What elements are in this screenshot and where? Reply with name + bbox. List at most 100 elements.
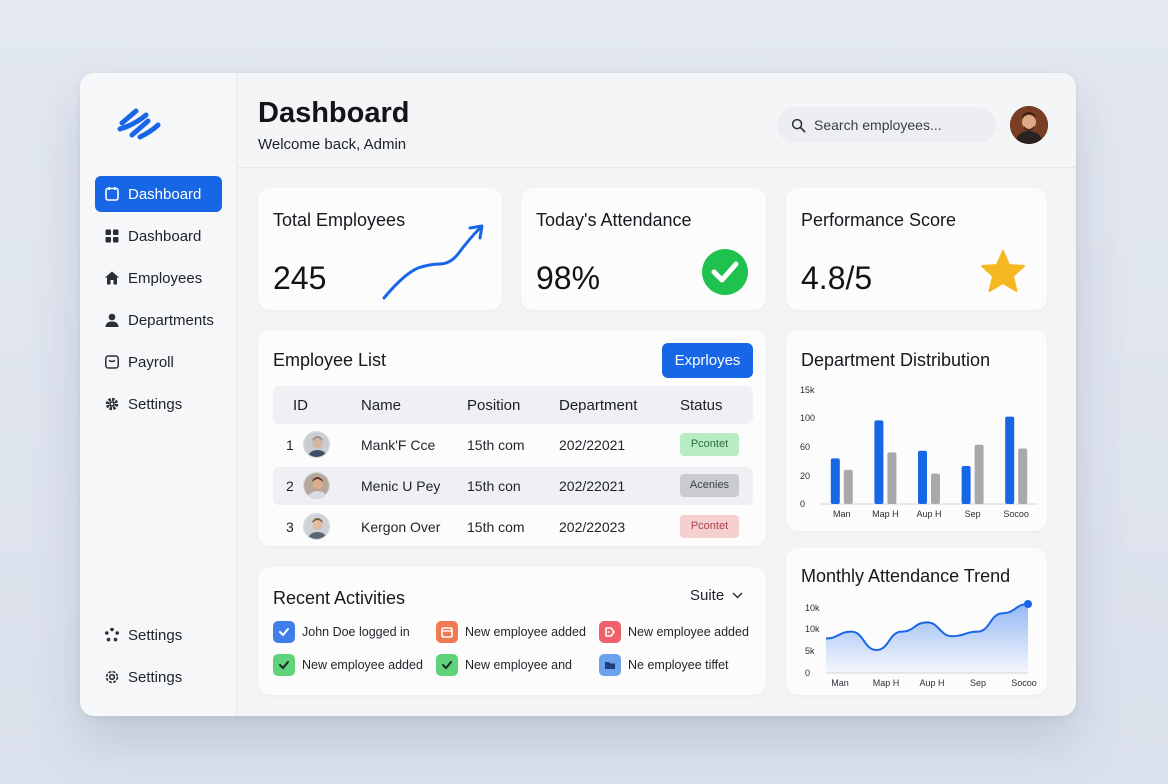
- y-tick-label: 10k: [805, 603, 820, 613]
- x-tick-label: Aup H: [919, 678, 944, 688]
- y-tick-label: 60: [800, 442, 810, 452]
- x-tick-label: Aup H: [916, 509, 941, 519]
- data-point[interactable]: [1024, 600, 1032, 608]
- employee-list-title: Employee List: [273, 350, 387, 370]
- employee-list-card: Employee List Exprloyes ID Name Position…: [258, 330, 766, 546]
- activity-item[interactable]: John Doe logged in: [273, 621, 410, 643]
- table-row[interactable]: 1 Mank'F Cce 15th com 202/22021 Pcontet: [273, 426, 753, 464]
- table-row[interactable]: 3 Kergon Over 15th com 202/22023 Pcontet: [273, 508, 753, 546]
- sidebar-item-payroll[interactable]: Payroll: [95, 344, 222, 380]
- activities-title: Recent Activities: [273, 588, 406, 608]
- sidebar-item-label: Departments: [128, 311, 214, 329]
- bar[interactable]: [887, 452, 897, 504]
- activity-item[interactable]: Ne employee tiffet: [599, 654, 729, 676]
- page-subtitle: Welcome back, Admin: [258, 136, 407, 153]
- sidebar-item-dashboard[interactable]: Dashboard: [95, 176, 222, 212]
- avatar-photo-icon: [1010, 106, 1048, 144]
- activity-text: New employee added: [465, 625, 586, 639]
- bar[interactable]: [1018, 448, 1028, 504]
- sidebar: Dashboard Dashboard Employees Department…: [80, 73, 237, 716]
- sidebar-item-label: Settings: [128, 626, 183, 644]
- recent-activities-card: Recent Activities Suite John Doe logged …: [258, 567, 766, 695]
- sidebar-item-dashboard-2[interactable]: Dashboard: [95, 218, 222, 254]
- cog-dots-icon: [104, 627, 120, 643]
- x-tick-label: Man: [833, 509, 851, 519]
- table-row[interactable]: 2 Menic U Pey 15th con 202/22021 Acenies: [273, 467, 753, 505]
- user-avatar[interactable]: [1010, 106, 1048, 144]
- column-header-name[interactable]: Name: [361, 397, 402, 414]
- activity-item[interactable]: New employee and: [436, 654, 572, 676]
- trend-line[interactable]: [825, 603, 1029, 652]
- column-header-department[interactable]: Department: [559, 397, 638, 414]
- app-window: Dashboard Dashboard Employees Department…: [80, 73, 1076, 716]
- stat-title: Performance Score: [801, 210, 957, 230]
- bar[interactable]: [931, 473, 940, 504]
- stat-title: Today's Attendance: [536, 210, 692, 230]
- checkbox-icon: [273, 621, 295, 643]
- check-circle-icon: [702, 249, 748, 295]
- sidebar-item-settings[interactable]: Settings: [95, 386, 222, 422]
- table-header: ID Name Position Department Status: [273, 386, 753, 424]
- sidebar-item-employees[interactable]: Employees: [95, 260, 222, 296]
- logo-icon: [117, 108, 161, 140]
- avatar: [303, 513, 330, 540]
- home-icon: [104, 270, 120, 286]
- stat-title: Total Employees: [273, 210, 406, 230]
- avatar: [303, 431, 330, 458]
- cell-id: 3: [286, 519, 294, 535]
- y-tick-label: 5k: [805, 646, 815, 656]
- chart-title: Department Distribution: [801, 350, 991, 370]
- bar[interactable]: [918, 450, 927, 504]
- x-tick-label: Socoo: [1003, 509, 1029, 519]
- bar[interactable]: [961, 466, 971, 504]
- activities-filter-dropdown[interactable]: Suite: [690, 587, 743, 604]
- x-tick-label: Sep: [970, 678, 986, 688]
- attendance-trend-card: Monthly Attendance Trend 0 5k 10k 10k Man Map…: [786, 548, 1047, 695]
- activity-item[interactable]: New employee added: [599, 621, 749, 643]
- cell-position: 15th com: [467, 519, 525, 535]
- cell-name: Mank'F Cce: [361, 437, 436, 453]
- activity-item[interactable]: New employee added: [436, 621, 586, 643]
- bar[interactable]: [843, 469, 853, 504]
- search-input[interactable]: [814, 117, 974, 133]
- folder-icon: [599, 654, 621, 676]
- status-badge: Acenies: [680, 474, 739, 497]
- cell-name: Menic U Pey: [361, 478, 441, 494]
- gear-icon: [104, 396, 120, 412]
- sidebar-item-label: Settings: [128, 668, 183, 686]
- sidebar-item-settings-bottom-2[interactable]: Settings: [95, 659, 222, 695]
- employees-button[interactable]: Exprloyes: [662, 343, 753, 378]
- activity-item[interactable]: New employee added: [273, 654, 423, 676]
- filter-label: Suite: [690, 587, 725, 604]
- bar[interactable]: [974, 444, 984, 504]
- department-distribution-card: Department Distribution 0 20 60 100 15k Man Ma…: [786, 330, 1047, 531]
- column-header-status[interactable]: Status: [680, 397, 723, 414]
- grid-icon: [104, 228, 120, 244]
- chevron-down-icon: [732, 592, 743, 599]
- x-tick-label: Map H: [872, 509, 899, 519]
- tag-icon: [599, 621, 621, 643]
- bar[interactable]: [1005, 416, 1015, 504]
- x-tick-label: Man: [831, 678, 849, 688]
- sidebar-item-departments[interactable]: Departments: [95, 302, 222, 338]
- cell-department: 202/22021: [559, 478, 626, 494]
- bar[interactable]: [830, 458, 840, 504]
- stat-card-performance: Performance Score 4.8/5: [786, 188, 1047, 310]
- calendar-icon: [104, 186, 120, 202]
- stat-card-total-employees: Total Employees 245: [258, 188, 502, 310]
- x-tick-label: Map H: [873, 678, 900, 688]
- x-tick-label: Sep: [965, 509, 981, 519]
- sidebar-item-settings-bottom-1[interactable]: Settings: [95, 617, 222, 653]
- stat-card-attendance: Today's Attendance 98%: [521, 188, 766, 310]
- x-tick-label: Socoo: [1011, 678, 1037, 688]
- search-box[interactable]: [777, 107, 996, 143]
- column-header-position[interactable]: Position: [467, 397, 521, 414]
- stat-value: 4.8/5: [801, 260, 873, 296]
- attendance-area-chart: 0 5k 10k 10k Man Map H Aup H Sep Socoo: [805, 600, 1037, 688]
- cell-position: 15th con: [467, 478, 521, 494]
- cell-name: Kergon Over: [361, 519, 441, 535]
- page-title: Dashboard: [258, 97, 410, 129]
- sidebar-item-label: Payroll: [128, 353, 174, 371]
- column-header-id[interactable]: ID: [293, 397, 308, 414]
- bar[interactable]: [874, 420, 884, 504]
